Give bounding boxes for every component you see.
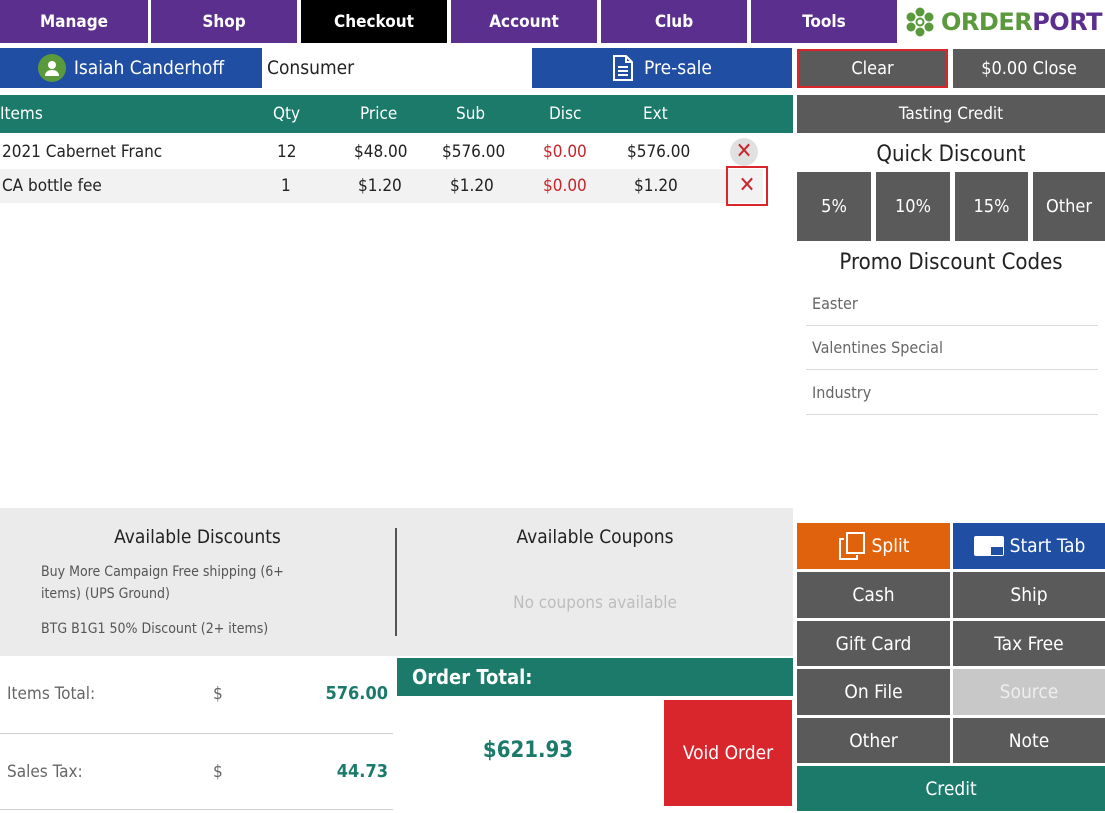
quick-discount-10[interactable]: 10%	[876, 172, 950, 241]
row-qty: 12	[277, 142, 297, 162]
sales-tax-value: 44.73	[336, 761, 388, 782]
customer-name: Isaiah Canderhoff	[73, 57, 225, 79]
items-total-label: Items Total:	[7, 684, 96, 704]
sales-tax-currency: $	[213, 762, 223, 782]
row-price: $1.20	[358, 176, 402, 196]
row-qty: 1	[281, 176, 291, 196]
gift-card-button[interactable]: Gift Card	[797, 621, 950, 666]
nav-shop[interactable]: Shop	[151, 0, 297, 43]
nav-account[interactable]: Account	[451, 0, 597, 43]
orderport-logo: ORDER PORT	[900, 0, 1105, 43]
credit-button[interactable]: Credit	[797, 766, 1105, 811]
tasting-credit-button[interactable]: Tasting Credit	[797, 95, 1105, 133]
row-sub: $1.20	[450, 176, 494, 196]
order-total-label: Order Total:	[397, 658, 793, 696]
discount-item[interactable]: Buy More Campaign Free shipping (6+ item…	[41, 564, 284, 602]
void-order-button[interactable]: Void Order	[664, 700, 792, 806]
header-items: Items	[0, 104, 43, 124]
table-row[interactable]: 2021 Cabernet Franc 12 $48.00 $576.00 $0…	[0, 135, 763, 169]
row-ext: $576.00	[627, 142, 691, 162]
nav-checkout[interactable]: Checkout	[301, 0, 447, 43]
row-sub: $576.00	[442, 142, 506, 162]
row-ext: $1.20	[634, 176, 678, 196]
items-total-currency: $	[213, 684, 223, 704]
on-file-button[interactable]: On File	[797, 669, 950, 715]
close-icon: ✕	[738, 172, 756, 198]
customer-type: Consumer	[267, 57, 355, 79]
available-discounts-title: Available Discounts	[114, 526, 281, 548]
other-button[interactable]: Other	[797, 718, 950, 763]
customer-button[interactable]: Isaiah Canderhoff	[0, 48, 262, 88]
order-total-value: $621.93	[482, 738, 574, 763]
row-disc: $0.00	[543, 176, 587, 196]
header-sub: Sub	[456, 104, 486, 124]
items-total-value: 576.00	[325, 683, 389, 704]
nav-club[interactable]: Club	[601, 0, 747, 43]
close-button[interactable]: $0.00 Close	[953, 49, 1105, 88]
header-price: Price	[360, 104, 398, 124]
remove-item-button[interactable]: ✕	[726, 165, 768, 206]
clear-button[interactable]: Clear	[797, 49, 948, 88]
available-coupons-title: Available Coupons	[516, 526, 674, 548]
presale-label: Pre-sale	[644, 57, 712, 79]
document-icon	[613, 55, 634, 81]
header-qty: Qty	[273, 104, 301, 124]
split-button[interactable]: Split	[797, 523, 950, 569]
promo-code-item[interactable]: Easter	[806, 282, 1098, 326]
cash-button[interactable]: Cash	[797, 572, 950, 618]
sales-tax-label: Sales Tax:	[7, 762, 83, 782]
items-table-header: Items Qty Price Sub Disc Ext	[0, 95, 793, 133]
nav-manage[interactable]: Manage	[0, 0, 148, 43]
start-tab-label: Start Tab	[1009, 535, 1086, 557]
nav-tools[interactable]: Tools	[751, 0, 897, 43]
source-button[interactable]: Source	[953, 669, 1105, 715]
row-item: CA bottle fee	[2, 176, 102, 196]
logo-text-port: PORT	[1032, 7, 1102, 36]
header-ext: Ext	[643, 104, 668, 124]
user-icon	[37, 54, 66, 82]
quick-discount-5[interactable]: 5%	[797, 172, 871, 241]
quick-discount-title: Quick Discount	[876, 141, 1026, 167]
row-price: $48.00	[354, 142, 408, 162]
note-button[interactable]: Note	[953, 718, 1105, 763]
divider	[0, 809, 393, 810]
split-label: Split	[871, 535, 910, 557]
ship-button[interactable]: Ship	[953, 572, 1105, 618]
row-item: 2021 Cabernet Franc	[2, 142, 163, 162]
table-row[interactable]: CA bottle fee 1 $1.20 $1.20 $0.00 $1.20 …	[0, 165, 768, 206]
no-coupons-text: No coupons available	[513, 593, 677, 613]
header-disc: Disc	[549, 104, 582, 124]
discount-item[interactable]: BTG B1G1 50% Discount (2+ items)	[41, 621, 269, 637]
promo-title: Promo Discount Codes	[839, 249, 1063, 275]
start-tab-button[interactable]: Start Tab	[953, 523, 1105, 569]
divider	[395, 528, 397, 636]
row-disc: $0.00	[543, 142, 587, 162]
divider	[0, 733, 393, 734]
logo-text-order: ORDER	[941, 7, 1033, 36]
close-icon: ✕	[735, 139, 753, 164]
tax-free-button[interactable]: Tax Free	[953, 621, 1105, 666]
quick-discount-15[interactable]: 15%	[955, 172, 1028, 241]
quick-discount-other[interactable]: Other	[1033, 172, 1105, 241]
remove-item-button[interactable]: ✕	[727, 135, 761, 169]
tab-card-icon	[973, 536, 1004, 556]
split-icon	[838, 532, 865, 560]
promo-code-item[interactable]: Valentines Special	[806, 326, 1098, 370]
flower-logo-icon	[906, 7, 934, 36]
presale-button[interactable]: Pre-sale	[532, 48, 792, 88]
promo-code-item[interactable]: Industry	[806, 371, 1098, 415]
